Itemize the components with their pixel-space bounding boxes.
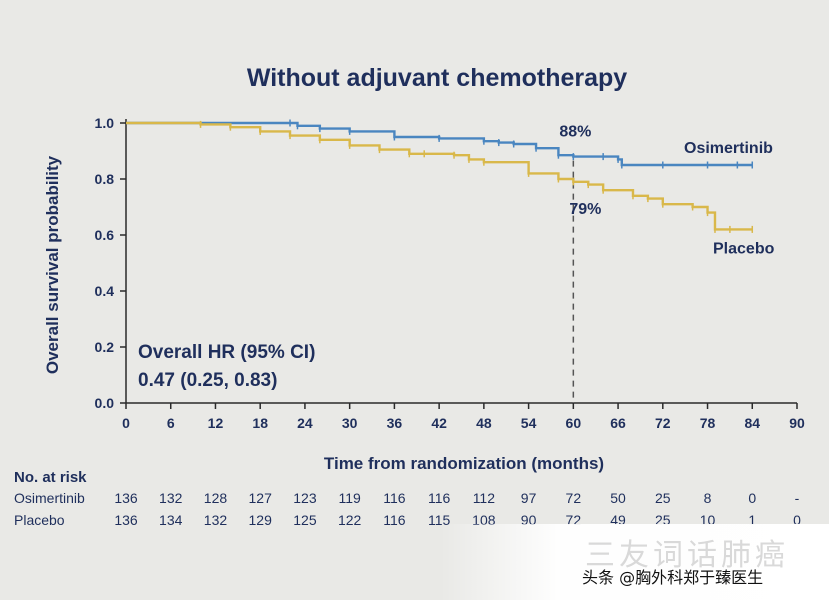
risk-row-label: Placebo — [14, 512, 65, 528]
x-tick-label: 78 — [700, 415, 716, 431]
x-tick-label: 0 — [122, 415, 130, 431]
risk-cell: - — [795, 490, 800, 506]
risk-row-label: Osimertinib — [14, 490, 85, 506]
x-tick-label: 36 — [387, 415, 403, 431]
x-tick-label: 30 — [342, 415, 358, 431]
x-tick-label: 12 — [208, 415, 224, 431]
risk-cell: 136 — [114, 512, 138, 528]
x-tick-label: 66 — [610, 415, 626, 431]
risk-cell: 132 — [204, 512, 228, 528]
risk-cell: 122 — [338, 512, 362, 528]
y-tick-label: 0.6 — [95, 227, 115, 243]
y-tick-label: 1.0 — [95, 115, 115, 131]
placebo-60m-annotation: 79% — [569, 201, 601, 218]
osimertinib-60m-annotation: 88% — [559, 124, 591, 141]
y-tick-label: 0.0 — [95, 395, 115, 411]
series-layer — [126, 119, 754, 233]
series-line-osimertinib — [126, 121, 753, 167]
y-tick-label: 0.8 — [95, 171, 115, 187]
axes — [120, 119, 798, 409]
risk-table-heading: No. at risk — [14, 469, 87, 486]
hazard-ratio-heading: Overall HR (95% CI) — [138, 342, 315, 363]
risk-cell: 0 — [748, 490, 756, 506]
risk-cell: 8 — [704, 490, 712, 506]
watermark-faint-text: 三友词话肺癌 — [585, 538, 789, 573]
risk-cell: 134 — [159, 512, 183, 528]
risk-cell: 123 — [293, 490, 317, 506]
y-tick-labels: 0.0 0.2 0.4 0.6 0.8 1.0 — [95, 115, 115, 411]
x-tick-label: 18 — [252, 415, 268, 431]
x-tick-label: 90 — [789, 415, 805, 431]
risk-cell: 97 — [521, 490, 537, 506]
risk-cell: 116 — [383, 490, 406, 506]
risk-cell: 125 — [293, 512, 317, 528]
watermark-overlay — [440, 524, 829, 600]
y-tick-label: 0.2 — [95, 339, 115, 355]
risk-cell: 25 — [655, 490, 671, 506]
x-tick-labels: 0 6 12 18 24 30 36 42 48 54 60 66 72 78 84 90 — [122, 415, 805, 431]
x-tick-label: 60 — [566, 415, 582, 431]
risk-cell: 127 — [249, 490, 273, 506]
hazard-ratio-value: 0.47 (0.25, 0.83) — [138, 370, 277, 391]
x-tick-label: 6 — [167, 415, 175, 431]
risk-cell: 132 — [159, 490, 183, 506]
y-tick-label: 0.4 — [95, 283, 115, 299]
watermark-text: 头条 @胸外科郑于臻医生 — [582, 568, 764, 587]
risk-cell: 0 — [793, 512, 801, 528]
x-tick-label: 84 — [744, 415, 760, 431]
risk-cell: 129 — [249, 512, 273, 528]
x-tick-label: 72 — [655, 415, 671, 431]
x-tick-label: 48 — [476, 415, 492, 431]
x-tick-label: 42 — [431, 415, 447, 431]
osimertinib-series-label: Osimertinib — [684, 140, 773, 157]
risk-cell: 119 — [339, 490, 362, 506]
risk-cell: 116 — [428, 490, 451, 506]
risk-cell: 128 — [204, 490, 228, 506]
risk-cell: 1 — [748, 512, 756, 528]
risk-cell: 72 — [566, 490, 582, 506]
x-axis-title: Time from randomization (months) — [324, 454, 604, 473]
risk-cell: 116 — [383, 512, 406, 528]
risk-cell: 112 — [473, 490, 496, 506]
placebo-series-label: Placebo — [713, 240, 775, 257]
x-tick-label: 54 — [521, 415, 537, 431]
risk-cell: 50 — [610, 490, 626, 506]
risk-cell: 136 — [114, 490, 138, 506]
x-tick-label: 24 — [297, 415, 313, 431]
chart-title: Without adjuvant chemotherapy — [247, 64, 627, 92]
y-axis-title: Overall survival probability — [43, 155, 62, 374]
risk-table: Osimertinib 136 132 128 127 123 119 116 116 112 97… — [14, 490, 801, 528]
